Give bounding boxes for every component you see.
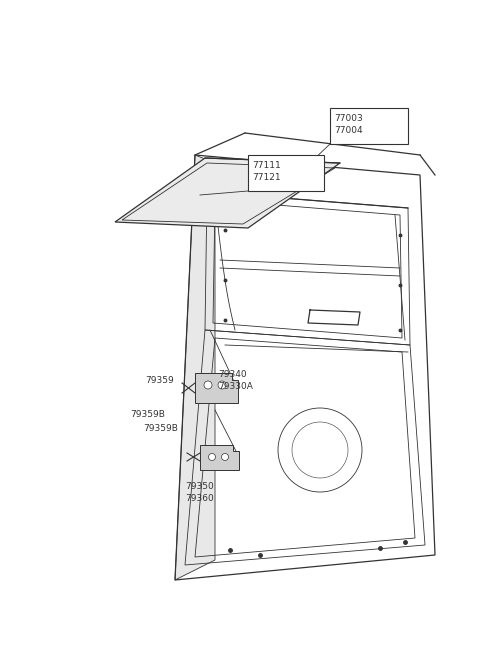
Circle shape	[218, 381, 226, 389]
Polygon shape	[175, 155, 215, 580]
Text: 79350: 79350	[185, 482, 214, 491]
Polygon shape	[115, 158, 340, 228]
Circle shape	[204, 381, 212, 389]
Polygon shape	[195, 373, 238, 403]
Circle shape	[221, 453, 228, 460]
Text: 79340: 79340	[218, 370, 247, 379]
Text: 77004: 77004	[334, 126, 362, 135]
Text: 79359: 79359	[145, 376, 174, 385]
Bar	[248, 155, 324, 191]
Text: 77111: 77111	[252, 161, 281, 170]
Text: 79359B: 79359B	[130, 410, 165, 419]
Text: 77121: 77121	[252, 173, 281, 182]
Text: 79360: 79360	[185, 494, 214, 503]
Text: 79330A: 79330A	[218, 382, 253, 391]
Bar	[330, 108, 408, 144]
Polygon shape	[200, 445, 239, 470]
Circle shape	[208, 453, 216, 460]
Text: 79359B: 79359B	[143, 424, 178, 433]
Text: 77003: 77003	[334, 114, 363, 123]
